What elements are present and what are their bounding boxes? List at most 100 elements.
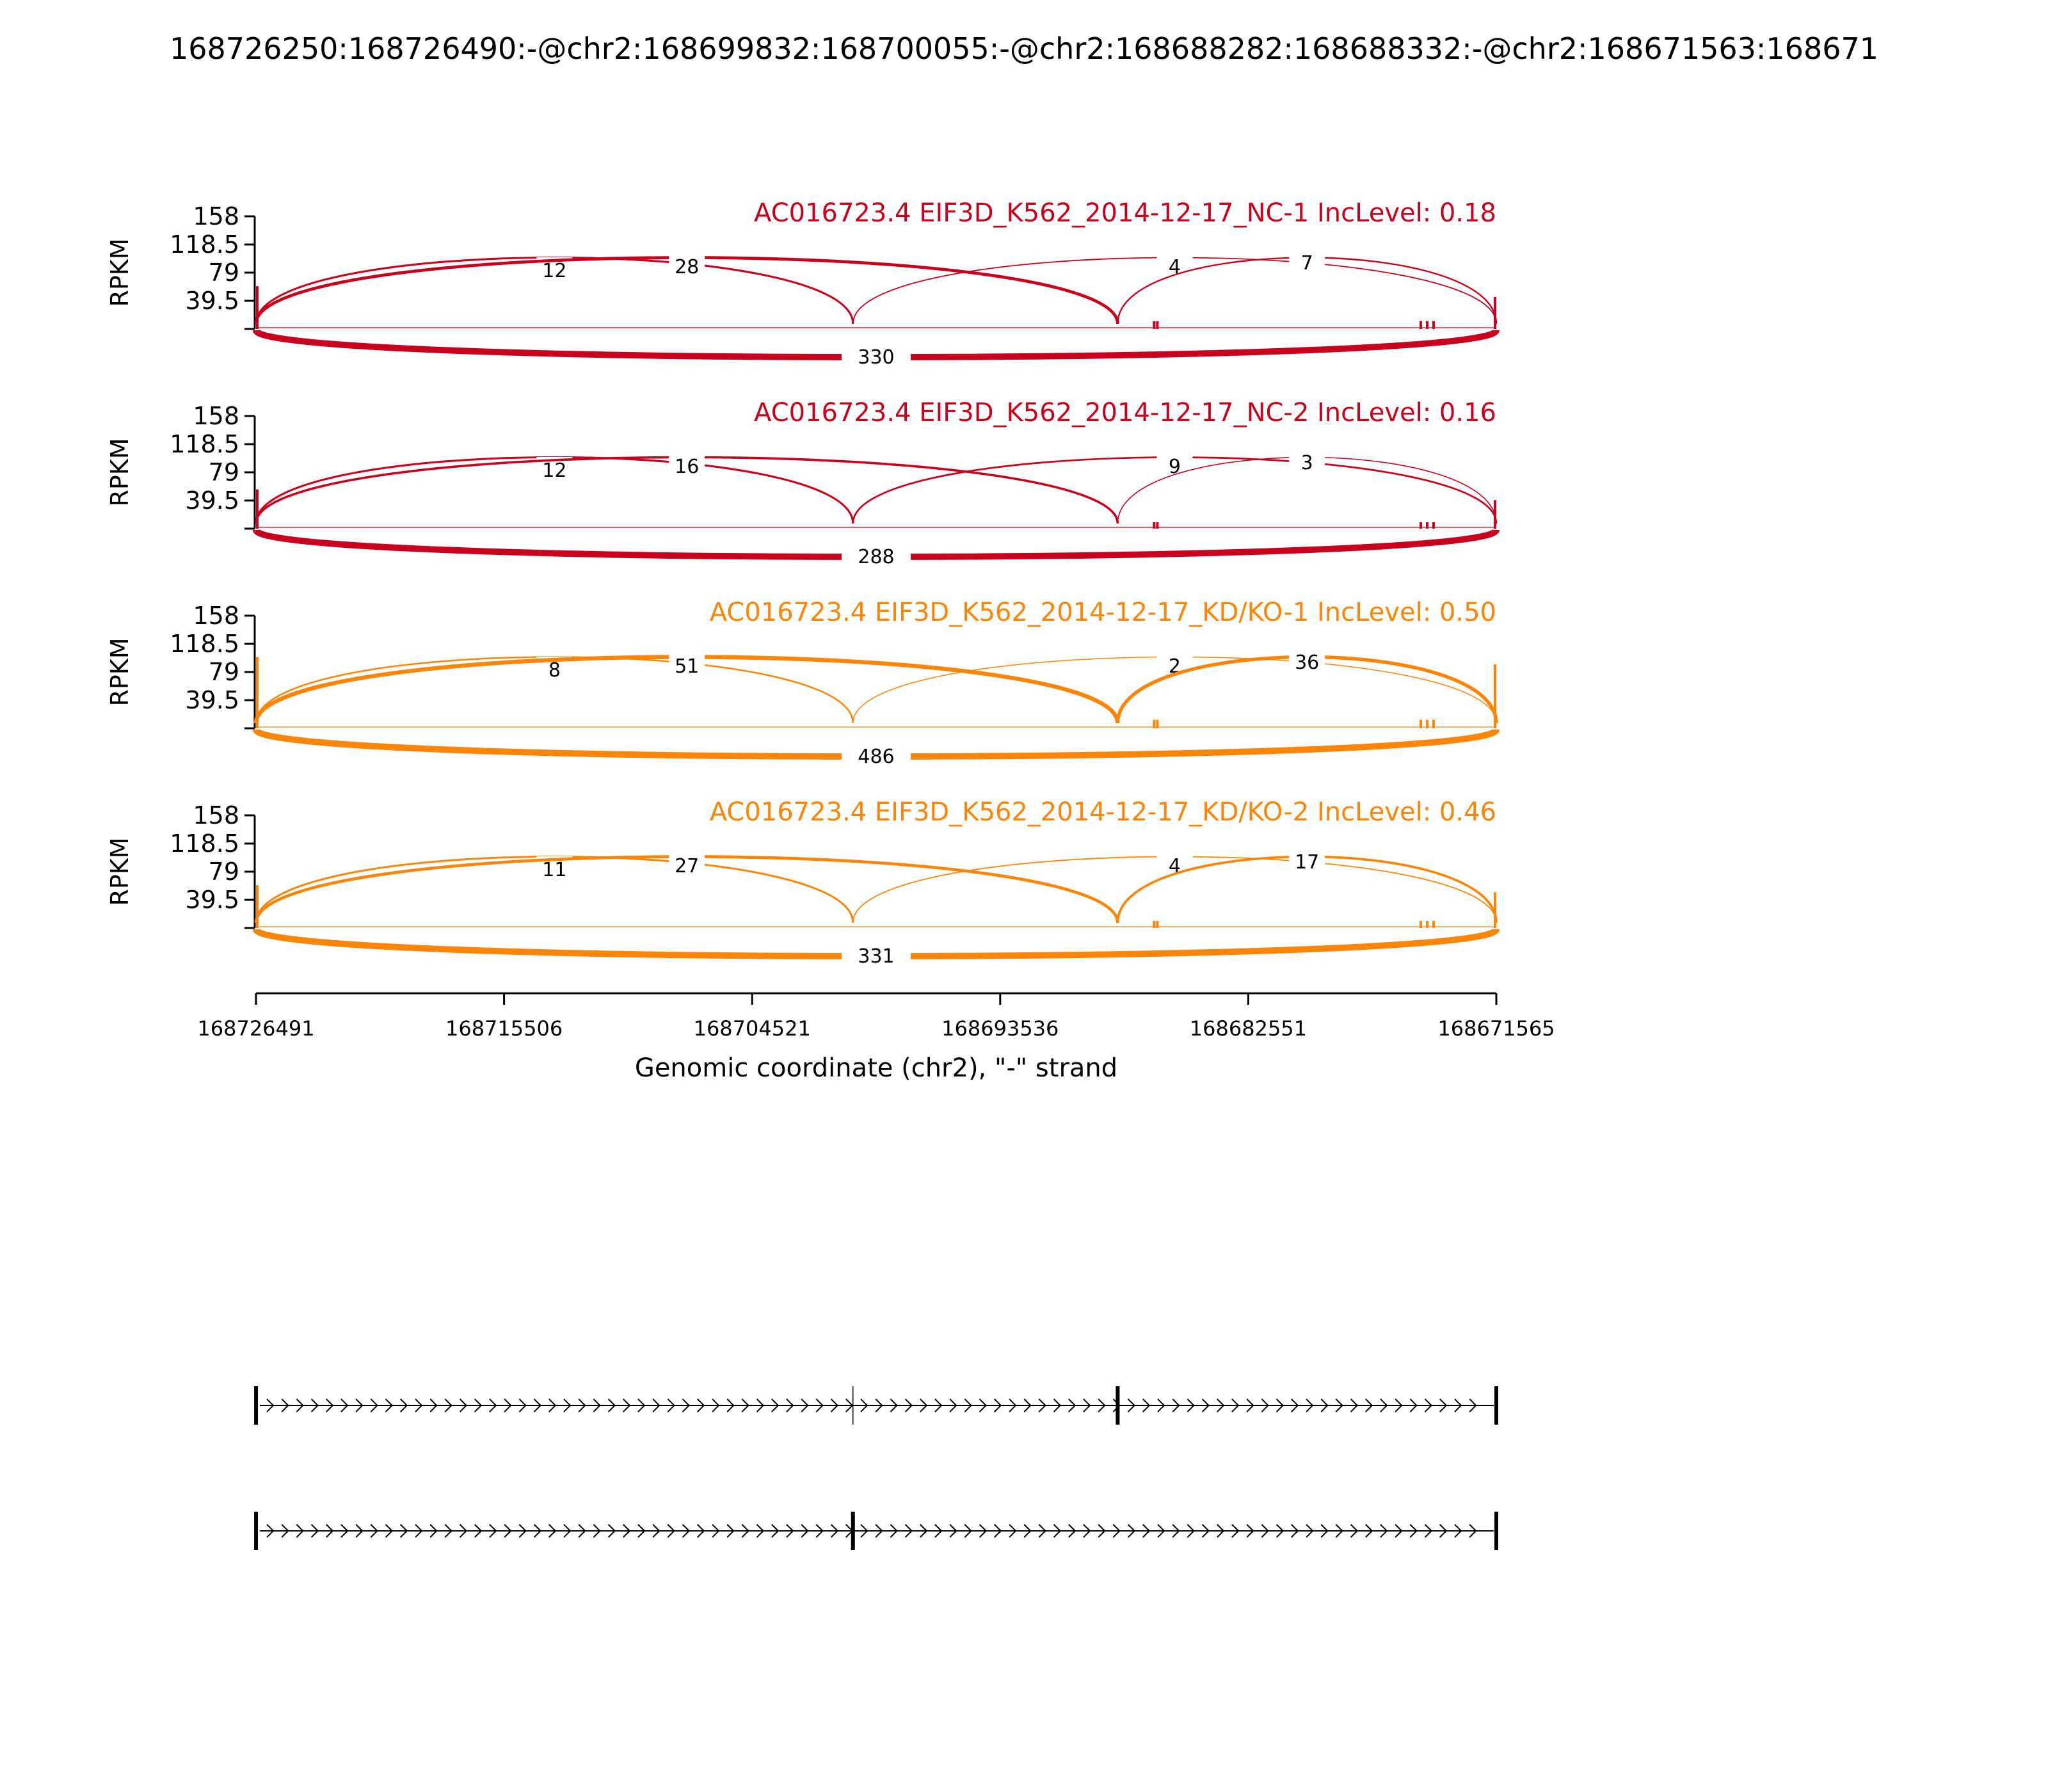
strand-arrow xyxy=(756,1524,765,1538)
strand-arrow xyxy=(489,1398,497,1412)
coverage-peak xyxy=(1156,719,1159,728)
junction-label: 3 xyxy=(1301,452,1313,474)
strand-arrow xyxy=(652,1398,660,1412)
panel-2: AC016723.4 EIF3D_K562_2014-12-17_NC-2 In… xyxy=(106,398,1500,568)
strand-arrow xyxy=(474,1524,483,1538)
strand-arrow xyxy=(1053,1398,1062,1412)
strand-arrow xyxy=(964,1524,972,1538)
strand-arrow xyxy=(548,1524,557,1538)
y-tick-label: 118.5 xyxy=(170,430,239,458)
x-tick-label: 168682551 xyxy=(1190,1016,1307,1041)
strand-arrow xyxy=(637,1398,646,1412)
strand-arrow xyxy=(1439,1524,1448,1538)
y-axis-label: RPKM xyxy=(106,438,134,506)
strand-arrow xyxy=(578,1398,586,1412)
junction-label: 12 xyxy=(542,460,566,482)
strand-arrow xyxy=(1112,1524,1121,1538)
coverage-peak xyxy=(1426,321,1428,329)
x-tick-label: 168715506 xyxy=(445,1016,563,1041)
y-tick-label: 39.5 xyxy=(185,886,239,914)
x-axis: 168726491 168715506 168704521 168693536 1686… xyxy=(197,992,1555,1083)
strand-arrow xyxy=(459,1398,468,1412)
junction-label-bg xyxy=(1156,453,1193,477)
strand-arrow xyxy=(1172,1398,1180,1412)
coverage-peak xyxy=(1432,522,1435,529)
strand-arrow xyxy=(771,1524,780,1538)
y-tick-label: 39.5 xyxy=(185,686,239,714)
exon-block xyxy=(1494,1386,1498,1425)
strand-arrow xyxy=(667,1398,675,1412)
coverage-peak xyxy=(1156,321,1159,329)
panel-title: AC016723.4 EIF3D_K562_2014-12-17_NC-1 In… xyxy=(754,198,1496,228)
junction-label: 16 xyxy=(675,456,699,478)
strand-arrow xyxy=(296,1398,304,1412)
strand-arrow xyxy=(340,1398,349,1412)
strand-arrow xyxy=(1469,1524,1477,1538)
coverage-edge-right xyxy=(1494,664,1496,728)
strand-arrow xyxy=(1231,1524,1240,1538)
strand-arrow xyxy=(920,1524,928,1538)
strand-arrow xyxy=(1291,1524,1299,1538)
strand-arrow xyxy=(563,1398,572,1412)
junction-label-bg xyxy=(669,253,705,278)
strand-arrow xyxy=(890,1398,898,1412)
strand-arrow xyxy=(623,1398,631,1412)
junction-label: 8 xyxy=(548,659,561,682)
strand-arrow xyxy=(1201,1524,1210,1538)
strand-arrow xyxy=(949,1398,957,1412)
strand-arrow xyxy=(1335,1398,1343,1412)
strand-arrow xyxy=(533,1398,542,1412)
strand-arrow xyxy=(340,1524,349,1538)
strand-arrow xyxy=(504,1398,512,1412)
strand-arrow xyxy=(1246,1398,1254,1412)
strand-arrow xyxy=(830,1524,839,1538)
coverage-peak xyxy=(1426,522,1428,529)
junction-label: 11 xyxy=(542,859,566,881)
strand-arrow xyxy=(1231,1398,1240,1412)
strand-arrow xyxy=(1395,1524,1403,1538)
strand-arrow xyxy=(415,1524,423,1538)
junction-label: 28 xyxy=(675,256,699,278)
strand-arrow xyxy=(726,1524,735,1538)
y-tick-label: 158 xyxy=(193,801,239,829)
strand-arrow xyxy=(741,1524,749,1538)
strand-arrow xyxy=(1038,1524,1046,1538)
strand-arrow xyxy=(504,1524,512,1538)
junction-label: 17 xyxy=(1295,851,1319,874)
strand-arrow xyxy=(310,1524,319,1538)
strand-arrow xyxy=(1261,1398,1269,1412)
coverage-edge-left xyxy=(256,885,259,928)
exon-block xyxy=(1116,1386,1120,1425)
strand-arrow xyxy=(979,1398,988,1412)
strand-arrow xyxy=(1320,1398,1329,1412)
junction-label-bg xyxy=(669,852,705,877)
strand-arrow xyxy=(1201,1398,1210,1412)
strand-arrow xyxy=(1023,1524,1032,1538)
strand-arrow xyxy=(1098,1398,1106,1412)
y-tick-label: 79 xyxy=(209,259,239,287)
strand-arrow xyxy=(1469,1398,1477,1412)
panels: AC016723.4 EIF3D_K562_2014-12-17_NC-1 In… xyxy=(106,198,1500,968)
strand-arrow xyxy=(1068,1398,1076,1412)
x-tick-label: 168726491 xyxy=(197,1016,314,1041)
strand-arrow xyxy=(474,1398,483,1412)
coverage-edge-left xyxy=(256,489,259,529)
strand-arrow xyxy=(920,1398,928,1412)
strand-arrow xyxy=(1395,1398,1403,1412)
strand-arrow xyxy=(489,1524,497,1538)
strand-arrow xyxy=(1009,1398,1017,1412)
panel-title: AC016723.4 EIF3D_K562_2014-12-17_KD/KO-2… xyxy=(710,797,1496,827)
strand-arrow xyxy=(1127,1398,1136,1412)
panel-title: AC016723.4 EIF3D_K562_2014-12-17_KD/KO-1… xyxy=(710,598,1496,627)
strand-arrow xyxy=(786,1398,794,1412)
coverage-peak xyxy=(1432,321,1435,329)
strand-arrow xyxy=(459,1524,468,1538)
junction-label: 9 xyxy=(1169,456,1181,478)
strand-arrow xyxy=(1291,1398,1299,1412)
strand-arrow xyxy=(578,1524,586,1538)
strand-arrow xyxy=(712,1524,720,1538)
junction-label: 27 xyxy=(675,855,699,877)
coverage-edge-left xyxy=(256,657,259,728)
figure-title: 168726250:168726490:-@chr2:168699832:168… xyxy=(170,31,1878,66)
strand-arrow xyxy=(801,1398,809,1412)
